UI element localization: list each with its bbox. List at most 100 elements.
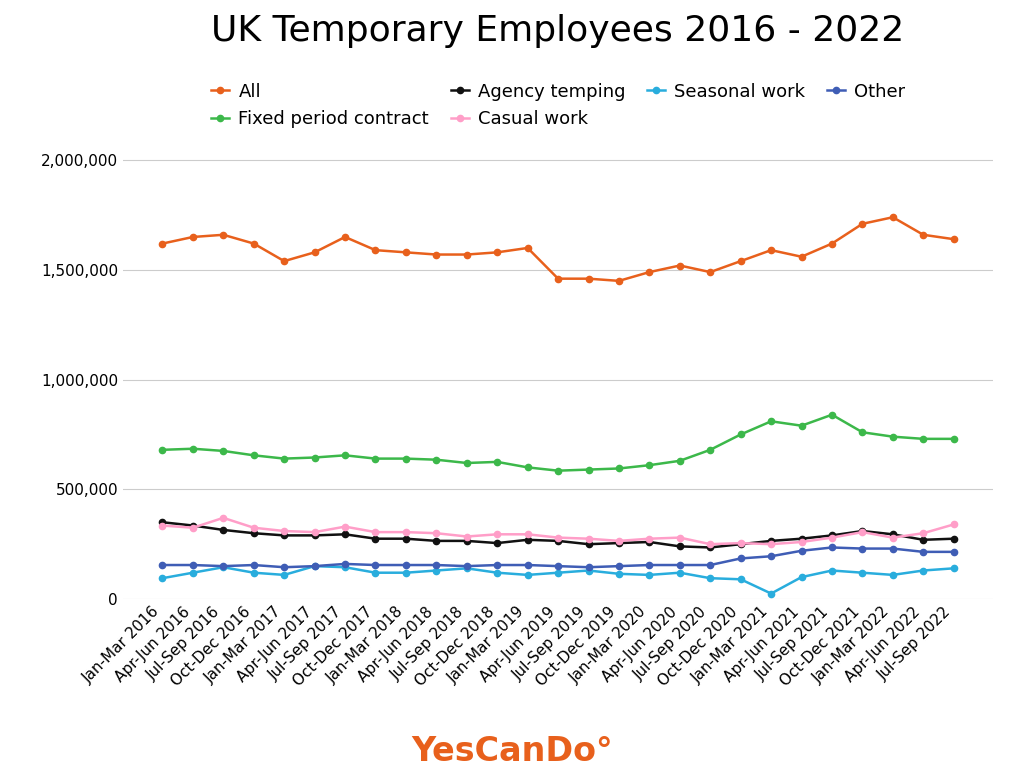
Agency temping bbox=[947, 534, 959, 543]
All bbox=[492, 248, 504, 257]
Other bbox=[583, 563, 595, 572]
All bbox=[217, 230, 229, 240]
Line: Casual work: Casual work bbox=[160, 515, 956, 548]
Agency temping bbox=[308, 531, 321, 540]
Casual work bbox=[947, 520, 959, 529]
Fixed period contract bbox=[765, 417, 777, 426]
All bbox=[583, 274, 595, 283]
Line: Fixed period contract: Fixed period contract bbox=[160, 412, 956, 474]
Casual work bbox=[552, 533, 564, 542]
All bbox=[947, 234, 959, 243]
Seasonal work bbox=[157, 574, 169, 583]
Agency temping bbox=[674, 541, 686, 551]
Casual work bbox=[705, 540, 717, 549]
Agency temping bbox=[765, 536, 777, 545]
Agency temping bbox=[887, 530, 899, 539]
Seasonal work bbox=[279, 571, 291, 580]
Fixed period contract bbox=[643, 461, 655, 470]
Other bbox=[492, 561, 504, 570]
Fixed period contract bbox=[856, 428, 868, 437]
Agency temping bbox=[521, 535, 534, 545]
Seasonal work bbox=[705, 574, 717, 583]
Seasonal work bbox=[552, 568, 564, 578]
Casual work bbox=[461, 532, 473, 541]
Agency temping bbox=[370, 534, 382, 543]
Other bbox=[430, 561, 442, 570]
Fixed period contract bbox=[734, 430, 746, 439]
Casual work bbox=[887, 533, 899, 542]
Other bbox=[856, 544, 868, 553]
Casual work bbox=[612, 536, 625, 545]
Seasonal work bbox=[765, 589, 777, 598]
Agency temping bbox=[796, 534, 808, 543]
Fixed period contract bbox=[612, 464, 625, 473]
All bbox=[796, 252, 808, 261]
Line: Agency temping: Agency temping bbox=[160, 519, 956, 551]
Casual work bbox=[430, 528, 442, 538]
Fixed period contract bbox=[825, 410, 838, 419]
All bbox=[887, 213, 899, 222]
Agency temping bbox=[399, 534, 412, 543]
Other bbox=[399, 561, 412, 570]
Seasonal work bbox=[492, 568, 504, 578]
All bbox=[765, 246, 777, 255]
Other bbox=[248, 561, 260, 570]
Seasonal work bbox=[856, 568, 868, 578]
All bbox=[279, 257, 291, 266]
Other bbox=[521, 561, 534, 570]
All bbox=[856, 219, 868, 228]
Casual work bbox=[492, 530, 504, 539]
Text: YesCanDo°: YesCanDo° bbox=[412, 735, 612, 767]
Casual work bbox=[918, 528, 930, 538]
All bbox=[612, 276, 625, 286]
Seasonal work bbox=[461, 564, 473, 573]
Seasonal work bbox=[339, 563, 351, 572]
Agency temping bbox=[279, 531, 291, 540]
Other bbox=[674, 561, 686, 570]
Seasonal work bbox=[612, 569, 625, 578]
Seasonal work bbox=[430, 566, 442, 575]
Casual work bbox=[856, 528, 868, 537]
All bbox=[248, 239, 260, 248]
All bbox=[734, 257, 746, 266]
Seasonal work bbox=[918, 566, 930, 575]
Other bbox=[339, 559, 351, 568]
Fixed period contract bbox=[248, 451, 260, 460]
Agency temping bbox=[856, 526, 868, 535]
Seasonal work bbox=[796, 572, 808, 581]
Casual work bbox=[248, 523, 260, 532]
Seasonal work bbox=[217, 563, 229, 572]
Agency temping bbox=[157, 518, 169, 527]
Casual work bbox=[399, 528, 412, 537]
Other bbox=[643, 561, 655, 570]
Casual work bbox=[339, 522, 351, 531]
Agency temping bbox=[552, 536, 564, 545]
Agency temping bbox=[492, 538, 504, 548]
Other bbox=[308, 561, 321, 571]
Casual work bbox=[674, 533, 686, 542]
Agency temping bbox=[734, 540, 746, 549]
Agency temping bbox=[186, 521, 199, 530]
All bbox=[461, 250, 473, 259]
Other bbox=[552, 561, 564, 571]
Casual work bbox=[583, 534, 595, 543]
Fixed period contract bbox=[552, 466, 564, 475]
Line: All: All bbox=[160, 214, 956, 284]
Fixed period contract bbox=[157, 445, 169, 455]
Seasonal work bbox=[734, 574, 746, 584]
Seasonal work bbox=[521, 571, 534, 580]
Other bbox=[825, 543, 838, 552]
All bbox=[430, 250, 442, 259]
Other bbox=[765, 551, 777, 561]
Agency temping bbox=[248, 528, 260, 538]
Seasonal work bbox=[370, 568, 382, 578]
Casual work bbox=[186, 523, 199, 532]
Legend: All, Fixed period contract, Agency temping, Casual work, Seasonal work, Other: All, Fixed period contract, Agency tempi… bbox=[204, 76, 912, 135]
Seasonal work bbox=[643, 571, 655, 580]
Casual work bbox=[825, 533, 838, 542]
Fixed period contract bbox=[947, 434, 959, 443]
Fixed period contract bbox=[521, 463, 534, 472]
All bbox=[552, 274, 564, 283]
Fixed period contract bbox=[217, 446, 229, 455]
Casual work bbox=[521, 530, 534, 539]
